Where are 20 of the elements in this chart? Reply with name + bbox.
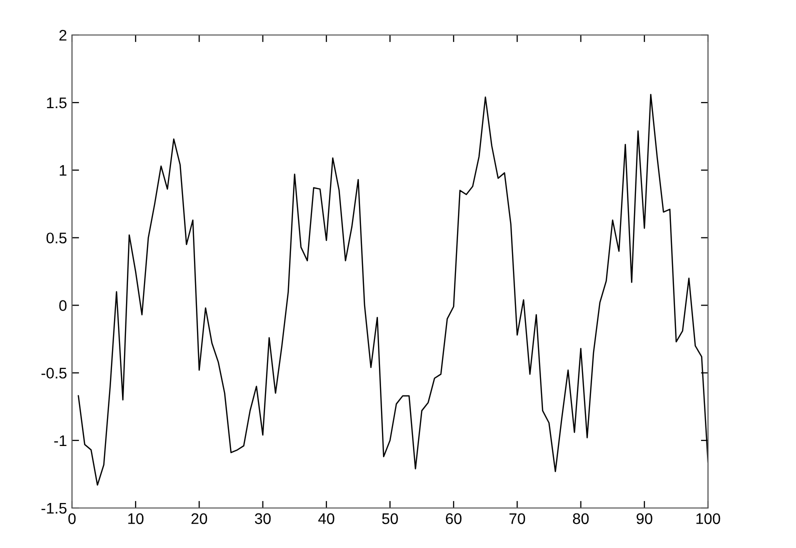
x-tick-label: 50 [382,513,398,524]
x-tick-label: 30 [254,513,271,524]
y-tick-label: -0.5 [41,368,66,379]
x-tick-label: 70 [509,513,526,524]
y-tick-label: 1 [60,165,66,176]
x-tick-label: 100 [696,513,720,524]
x-tick-label: 60 [446,513,462,524]
x-tick-label: 40 [318,513,334,524]
line-series [78,94,708,486]
x-tick-label: 90 [636,513,652,524]
y-tick-label: 2 [59,30,66,41]
y-tick-label: -1 [54,435,66,446]
y-tick-label: 0.5 [46,232,66,244]
x-tick-label: 10 [128,513,144,524]
y-tick-label: -1.5 [41,503,66,514]
x-tick-label: 20 [191,513,208,524]
y-tick-label: 0 [59,300,67,311]
y-tick-label: 1.5 [47,98,66,108]
x-tick-label: 80 [572,513,589,524]
x-tick-label: 0 [68,513,76,524]
